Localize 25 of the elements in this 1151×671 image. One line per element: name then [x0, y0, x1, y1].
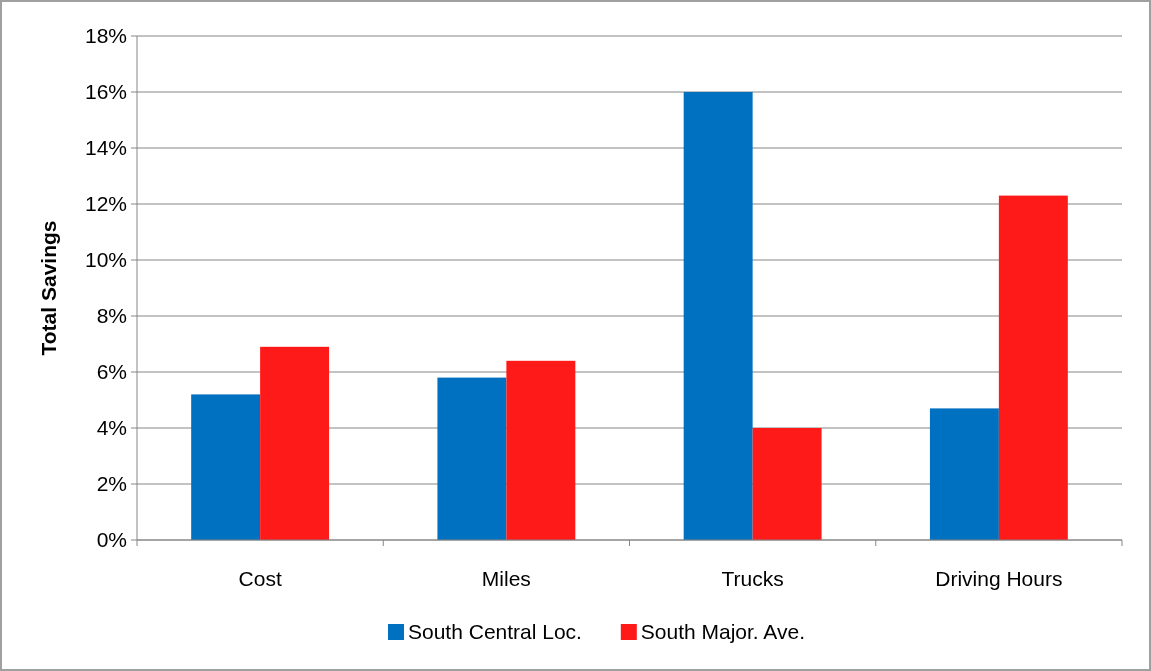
bar: [752, 428, 822, 540]
y-tick-label: 0%: [96, 528, 127, 552]
x-tick-label: Trucks: [721, 567, 784, 590]
y-tick-label: 6%: [96, 360, 127, 384]
y-tick-label: 10%: [84, 248, 127, 272]
bar: [998, 195, 1068, 540]
y-tick-label: 18%: [84, 24, 127, 48]
bar: [260, 346, 330, 540]
y-tick-label: 14%: [84, 136, 127, 160]
bar: [437, 377, 507, 540]
y-tick-label: 12%: [84, 192, 127, 216]
x-tick-label: Cost: [238, 567, 282, 590]
bar: [683, 92, 753, 540]
legend-label: South Central Loc.: [408, 620, 582, 644]
bar: [506, 360, 576, 540]
y-tick-label: 4%: [96, 416, 127, 440]
y-tick-label: 2%: [96, 472, 127, 496]
y-tick-label: 8%: [96, 304, 127, 328]
legend-label: South Major. Ave.: [640, 620, 806, 644]
bar: [191, 394, 261, 540]
x-tick-label: Driving Hours: [935, 567, 1063, 590]
y-axis-title: Total Savings: [37, 220, 60, 356]
x-tick-label: Miles: [481, 567, 531, 590]
bar: [929, 408, 999, 540]
y-tick-label: 16%: [84, 80, 127, 104]
